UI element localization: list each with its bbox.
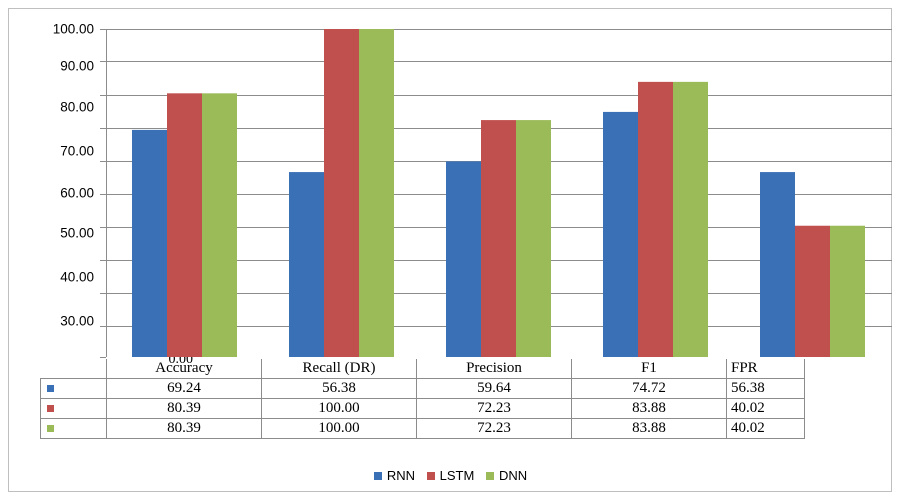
cell-dnn-precision: 72.23 bbox=[416, 418, 572, 439]
y-tick-label-5: 50.00 bbox=[60, 226, 94, 241]
category-header-precision: Precision bbox=[416, 359, 572, 379]
cell-rnn-recall: 56.38 bbox=[261, 378, 417, 399]
data-table-row-lstm: 80.39 100.00 72.23 83.88 40.02 bbox=[40, 398, 805, 419]
legend-label-dnn: DNN bbox=[498, 468, 528, 483]
cell-rnn-fpr: 56.38 bbox=[726, 378, 805, 399]
cell-lstm-precision: 72.23 bbox=[416, 398, 572, 419]
bar-lstm-4 bbox=[795, 225, 830, 357]
bar-dnn-0 bbox=[202, 93, 237, 357]
legend-label-lstm: LSTM bbox=[439, 468, 475, 483]
bar-lstm-0 bbox=[167, 93, 202, 357]
legend-item-lstm: LSTM bbox=[426, 468, 475, 483]
bar-lstm-2 bbox=[481, 120, 516, 357]
data-table-row-rnn: 69.24 56.38 59.64 74.72 56.38 bbox=[40, 378, 805, 399]
category-header-recall: Recall (DR) bbox=[261, 359, 417, 379]
data-table-row-dnn: 80.39 100.00 72.23 83.88 40.02 bbox=[40, 418, 805, 439]
bar-rnn-4 bbox=[760, 172, 795, 357]
bar-dnn-3 bbox=[673, 81, 708, 357]
y-tick-label-6: 40.00 bbox=[60, 270, 94, 285]
bar-rnn-0 bbox=[132, 129, 167, 357]
cell-lstm-f1: 83.88 bbox=[571, 398, 727, 419]
bar-lstm-1 bbox=[324, 29, 359, 357]
cell-dnn-accuracy: 80.39 bbox=[106, 418, 262, 439]
bar-rnn-1 bbox=[289, 172, 324, 357]
category-header-f1: F1 bbox=[571, 359, 727, 379]
legend-item-rnn: RNN bbox=[373, 468, 416, 483]
series-color-swatch-dnn bbox=[47, 425, 54, 432]
category-header-fpr: FPR bbox=[726, 359, 805, 379]
y-tick-label-4: 60.00 bbox=[60, 186, 94, 201]
bar-lstm-3 bbox=[638, 81, 673, 357]
cell-rnn-accuracy: 69.24 bbox=[106, 378, 262, 399]
cell-lstm-accuracy: 80.39 bbox=[106, 398, 262, 419]
legend-key-lstm bbox=[40, 398, 107, 419]
cell-rnn-f1: 74.72 bbox=[571, 378, 727, 399]
bar-rnn-2 bbox=[446, 161, 481, 357]
legend-item-dnn: DNN bbox=[485, 468, 528, 483]
series-color-swatch-rnn bbox=[47, 385, 54, 392]
legend-swatch-lstm bbox=[426, 471, 435, 480]
series-color-swatch-lstm bbox=[47, 405, 54, 412]
cell-dnn-fpr: 40.02 bbox=[726, 418, 805, 439]
y-tick-label-3: 70.00 bbox=[60, 144, 94, 159]
data-table: Accuracy Recall (DR) Precision F1 FPR 69… bbox=[40, 359, 805, 439]
category-header-accuracy: Accuracy bbox=[106, 359, 262, 379]
chart-frame bbox=[8, 8, 892, 492]
bar-dnn-2 bbox=[516, 120, 551, 357]
bar-rnn-3 bbox=[603, 111, 638, 358]
cell-lstm-fpr: 40.02 bbox=[726, 398, 805, 419]
data-table-header-row: Accuracy Recall (DR) Precision F1 FPR bbox=[41, 359, 805, 379]
legend-swatch-rnn bbox=[373, 471, 382, 480]
y-tick-label-2: 80.00 bbox=[60, 100, 94, 115]
legend-key-dnn bbox=[40, 418, 107, 439]
y-tick-label-7: 30.00 bbox=[60, 314, 94, 329]
legend-key-rnn bbox=[40, 378, 107, 399]
cell-lstm-recall: 100.00 bbox=[261, 398, 417, 419]
legend-swatch-dnn bbox=[485, 471, 494, 480]
bar-dnn-4 bbox=[830, 225, 865, 357]
chart-legend: RNN LSTM DNN bbox=[0, 468, 901, 483]
cell-dnn-recall: 100.00 bbox=[261, 418, 417, 439]
cell-rnn-precision: 59.64 bbox=[416, 378, 572, 399]
cell-dnn-f1: 83.88 bbox=[571, 418, 727, 439]
data-table-corner bbox=[41, 359, 107, 379]
y-tick-label-1: 90.00 bbox=[60, 59, 94, 74]
bar-dnn-1 bbox=[359, 29, 394, 357]
y-tick-label-0: 100.00 bbox=[53, 22, 94, 37]
legend-label-rnn: RNN bbox=[386, 468, 416, 483]
